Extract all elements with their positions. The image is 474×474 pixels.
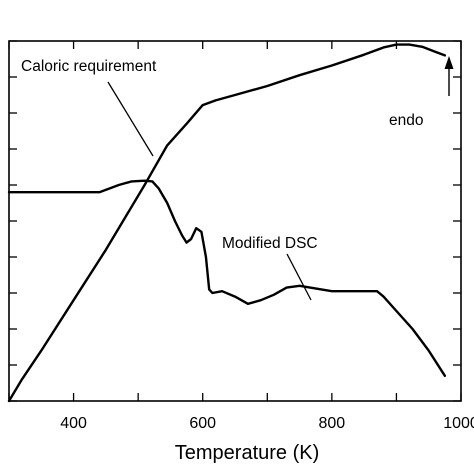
caloric-requirement-label: Caloric requirement <box>21 58 157 75</box>
caloric-leader-line <box>107 81 154 157</box>
axes-layer: 400 600 800 1000 Temperature (K) <box>8 40 474 464</box>
endo-arrow-head <box>444 56 454 69</box>
modified-dsc-label: Modified DSC <box>222 235 318 252</box>
x-tick-label: 800 <box>319 415 346 432</box>
series-layer <box>7 43 447 403</box>
endo-label: endo <box>389 112 423 129</box>
dsc-leader-line <box>286 253 312 301</box>
x-tick-label: 1000 <box>443 415 474 432</box>
x-tick-label: 400 <box>60 415 87 432</box>
x-tick-label: 600 <box>189 415 216 432</box>
x-axis-title: Temperature (K) <box>175 442 320 464</box>
annotation-layer: Caloric requirement Modified DSC endo <box>21 56 454 301</box>
modified-dsc-line <box>7 179 447 377</box>
caloric-requirement-line <box>7 43 447 403</box>
